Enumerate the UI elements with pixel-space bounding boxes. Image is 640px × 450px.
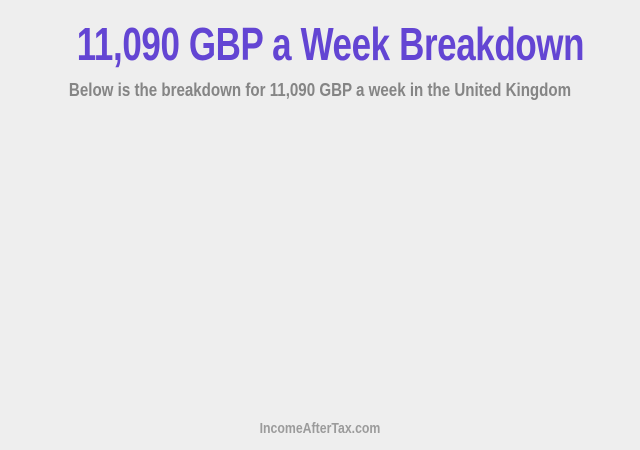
footer-brand: IncomeAfterTax.com: [259, 420, 381, 437]
page-title: 11,090 GBP a Week Breakdown: [76, 18, 585, 70]
page-subtitle: Below is the breakdown for 11,090 GBP a …: [68, 80, 572, 100]
